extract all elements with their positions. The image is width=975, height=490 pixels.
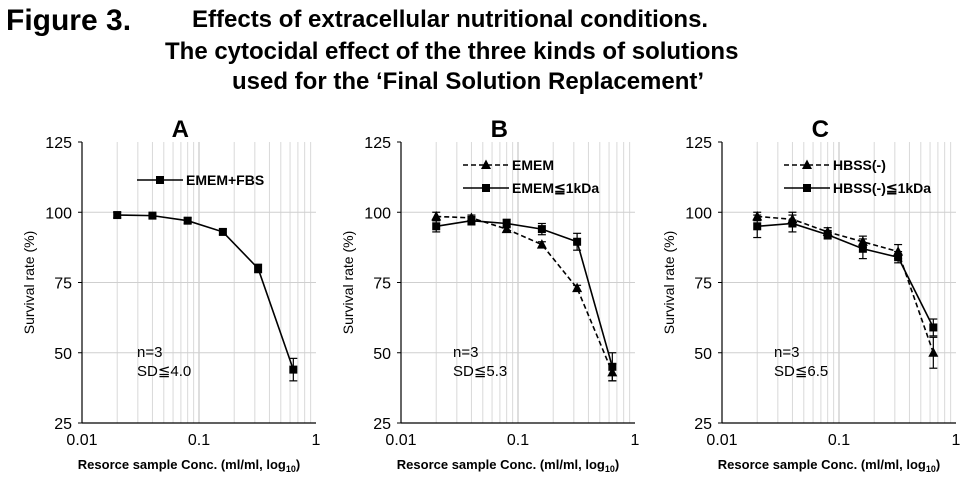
panel-b: 25 50 75 100 125 0.01 0.1 1 B Survival rate (%) Re… xyxy=(340,116,640,474)
figure-label: Figure 3. xyxy=(6,4,132,37)
legend-label: HBSS(-)≦1kDa xyxy=(833,180,931,196)
series-2: EMEM≦1kDa xyxy=(432,180,617,382)
x-tick-label: 0.01 xyxy=(66,432,97,449)
data-point xyxy=(254,264,263,273)
y-tick-label: 50 xyxy=(694,346,712,363)
y-axis-label: Survival rate (%) xyxy=(661,231,677,334)
data-point xyxy=(113,211,122,220)
x-tick-label: 0.1 xyxy=(188,432,210,449)
legend-label: EMEM+FBS xyxy=(186,172,264,188)
annotation-text: SD≦6.5 xyxy=(774,363,828,380)
data-point xyxy=(536,239,547,249)
y-tick-label: 125 xyxy=(685,135,712,152)
y-axis-label: Survival rate (%) xyxy=(340,231,356,334)
data-point xyxy=(289,365,298,374)
data-point xyxy=(929,323,938,332)
panel-title: C xyxy=(812,116,829,143)
y-tick-label: 100 xyxy=(685,205,712,222)
panel-c: 25 50 75 100 125 0.01 0.1 1 C Survival rate (%) Re… xyxy=(661,116,961,474)
x-axis-label: Resorce sample Conc. (ml/ml, log10) xyxy=(78,457,300,474)
data-point xyxy=(928,347,939,357)
series-line xyxy=(117,214,295,370)
y-axis-label: Survival rate (%) xyxy=(21,231,37,334)
y-tick-label: 100 xyxy=(45,205,72,222)
figure-title-line-2: The cytocidal effect of the three kinds … xyxy=(165,38,739,65)
annotation-text: SD≦5.3 xyxy=(453,363,507,380)
data-point xyxy=(482,184,490,192)
data-point xyxy=(502,219,511,228)
panel-a: 25 50 75 100 125 0.01 0.1 1 A Survival rate (%) Re… xyxy=(21,116,321,474)
x-tick-label: 1 xyxy=(631,432,640,449)
y-tick-label: 25 xyxy=(694,416,712,433)
x-tick-label: 0.1 xyxy=(507,432,529,449)
x-tick-label: 1 xyxy=(312,432,321,449)
data-point xyxy=(573,237,582,246)
x-axis-label: Resorce sample Conc. (ml/ml, log10) xyxy=(397,457,619,474)
x-tick-label: 1 xyxy=(952,432,961,449)
figure-title-line-1: Effects of extracellular nutritional con… xyxy=(192,6,709,33)
figure-header: Figure 3. Effects of extracellular nutri… xyxy=(0,0,975,110)
data-point xyxy=(802,159,812,169)
y-tick-label: 25 xyxy=(54,416,72,433)
data-point xyxy=(467,216,476,225)
y-tick-label: 100 xyxy=(364,205,391,222)
series-1: EMEM+FBS xyxy=(113,172,298,382)
y-tick-label: 50 xyxy=(54,346,72,363)
legend-label: HBSS(-) xyxy=(833,157,886,173)
data-point xyxy=(481,159,491,169)
series-2: HBSS(-)≦1kDa xyxy=(753,180,938,337)
y-tick-label: 75 xyxy=(694,276,712,293)
data-point xyxy=(537,225,546,234)
x-tick-label: 0.01 xyxy=(706,432,737,449)
series-line xyxy=(436,215,614,373)
panel-title: A xyxy=(172,116,189,143)
data-point xyxy=(148,211,157,220)
data-point xyxy=(431,210,442,221)
data-point xyxy=(894,253,903,262)
panel-title: B xyxy=(491,116,508,143)
annotation-text: n=3 xyxy=(137,344,162,361)
annotation-text: SD≦4.0 xyxy=(137,363,191,380)
series-line xyxy=(757,215,935,354)
data-point xyxy=(753,222,762,231)
data-point xyxy=(156,176,164,184)
annotation-text: n=3 xyxy=(774,344,799,361)
data-point xyxy=(803,184,811,192)
x-axis-label: Resorce sample Conc. (ml/ml, log10) xyxy=(718,457,940,474)
y-tick-label: 75 xyxy=(54,276,72,293)
y-tick-label: 75 xyxy=(373,276,391,293)
data-point xyxy=(572,282,583,293)
figure-title-line-3: used for the ‘Final Solution Replacement… xyxy=(232,68,705,95)
legend-label: EMEM≦1kDa xyxy=(512,180,599,196)
series-line xyxy=(757,222,935,328)
data-point xyxy=(823,230,832,239)
data-point xyxy=(432,222,441,231)
data-point xyxy=(218,227,227,236)
legend-label: EMEM xyxy=(512,157,554,173)
data-point xyxy=(788,219,797,228)
y-tick-label: 125 xyxy=(45,135,72,152)
data-point xyxy=(608,362,617,371)
x-tick-label: 0.01 xyxy=(385,432,416,449)
y-tick-label: 50 xyxy=(373,346,391,363)
series-line xyxy=(436,219,614,368)
y-tick-label: 25 xyxy=(373,416,391,433)
data-point xyxy=(183,216,192,225)
x-tick-label: 0.1 xyxy=(828,432,850,449)
y-tick-label: 125 xyxy=(364,135,391,152)
data-point xyxy=(858,244,867,253)
annotation-text: n=3 xyxy=(453,344,478,361)
data-point xyxy=(501,223,512,234)
